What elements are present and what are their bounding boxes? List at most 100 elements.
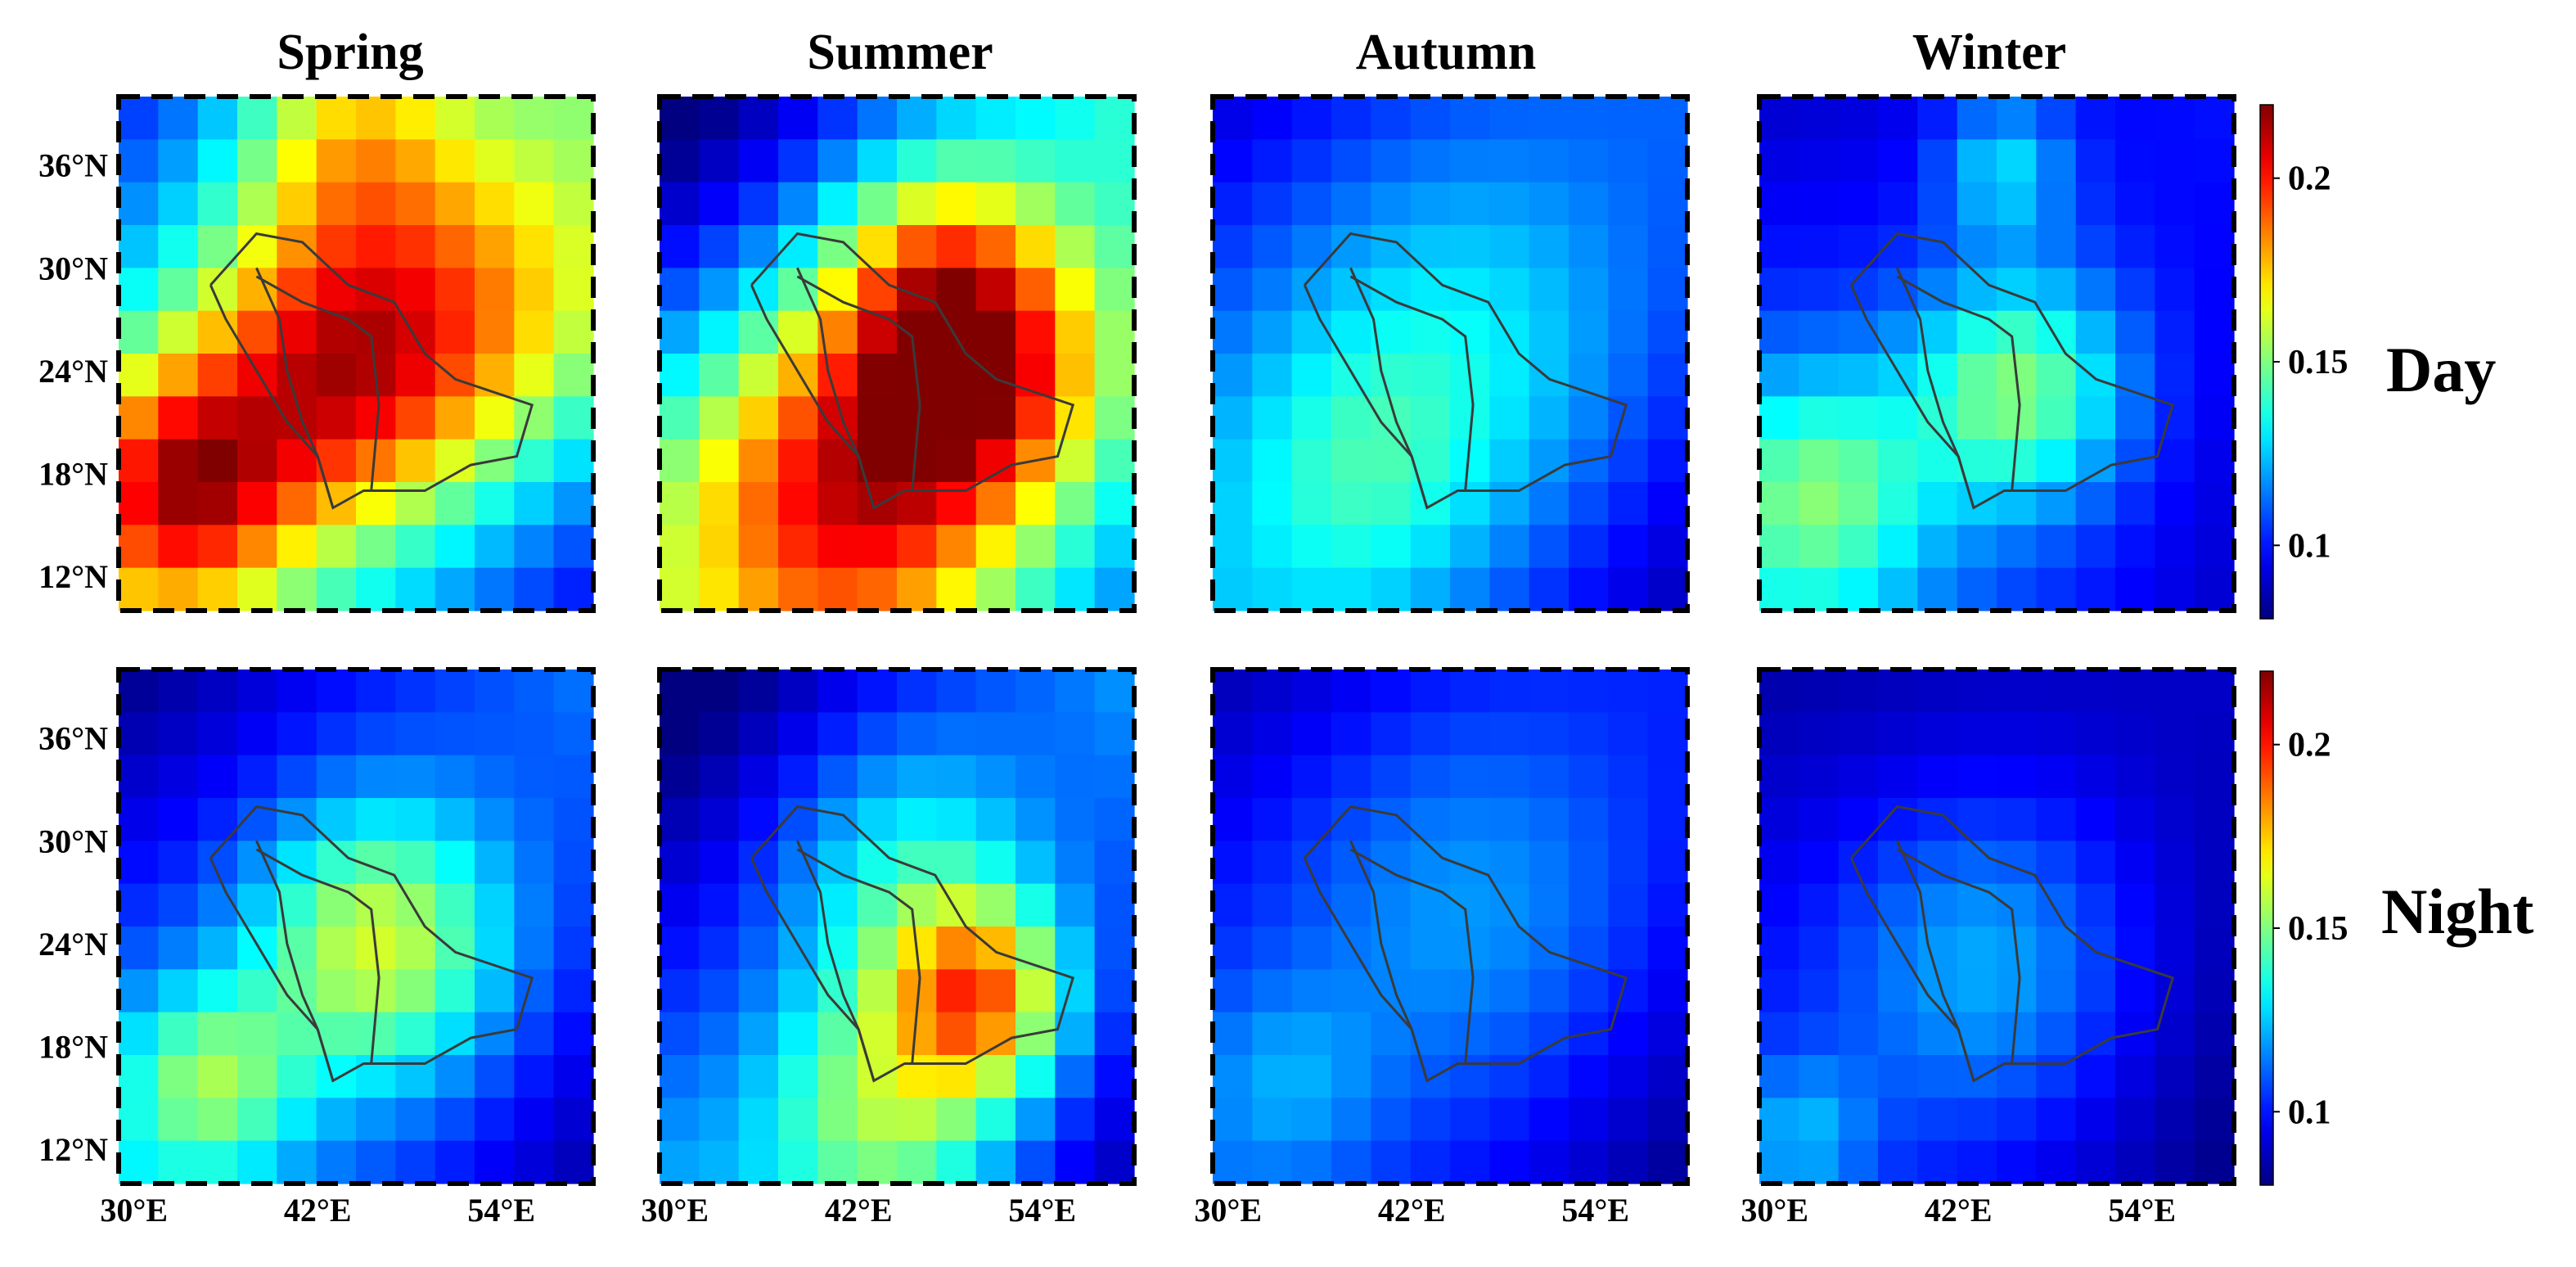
heatmap-cell <box>2075 354 2116 397</box>
heatmap-cell <box>237 969 277 1013</box>
heatmap-cell <box>395 755 436 799</box>
heatmap-cell <box>553 1140 594 1184</box>
heatmap-cell <box>1213 97 1253 140</box>
heatmap-cell <box>1957 755 1997 799</box>
heatmap-cell <box>1094 396 1135 440</box>
panel-frame <box>1210 667 1690 1186</box>
heatmap-cell <box>316 525 357 569</box>
heatmap-cell <box>975 310 1016 354</box>
heatmap-cell <box>475 225 515 268</box>
heatmap-cell <box>158 670 199 713</box>
heatmap-cell <box>1489 670 1530 713</box>
heatmap-cell <box>475 969 515 1013</box>
heatmap-cell <box>2036 1140 2077 1184</box>
heatmap-cell <box>1608 755 1649 799</box>
heatmap-cell <box>738 396 779 440</box>
heatmap-cell <box>1094 525 1135 569</box>
heatmap-cell <box>2155 97 2195 140</box>
heatmap-cell <box>1016 755 1056 799</box>
heatmap-cell <box>119 712 159 756</box>
heatmap-cell <box>435 969 475 1013</box>
heatmap-cell <box>1213 1055 1253 1098</box>
heatmap-cell <box>1371 439 1412 483</box>
heatmap-cell <box>2075 268 2116 312</box>
heatmap-cell <box>1647 1098 1688 1142</box>
heatmap-cell <box>514 225 555 268</box>
heatmap-cell <box>2075 310 2116 354</box>
heatmap-cell <box>2155 969 2195 1013</box>
heatmap-cell <box>1917 182 1958 226</box>
heatmap-cell <box>2075 969 2116 1013</box>
heatmap-cell <box>1759 182 1799 226</box>
heatmap-cell <box>1331 396 1371 440</box>
heatmap-cell <box>857 310 898 354</box>
heatmap-cell <box>197 439 238 483</box>
heatmap-cell <box>1917 1098 1958 1142</box>
heatmap-cell <box>1957 482 1997 525</box>
heatmap-cell <box>435 139 475 183</box>
heatmap-cell <box>1647 97 1688 140</box>
heatmap-cell <box>2194 268 2235 312</box>
heatmap-cell <box>1759 712 1799 756</box>
heatmap-cell <box>975 927 1016 970</box>
heatmap-cell <box>1252 1012 1293 1056</box>
lon-tick-label: 42°E <box>284 1192 352 1229</box>
season-title-spring: Spring <box>277 25 423 80</box>
row-labels: Day Night <box>2381 334 2533 947</box>
region-division-line <box>255 848 381 1064</box>
region-outline <box>1303 805 1628 1083</box>
heatmap-cell <box>1838 396 1879 440</box>
heatmap-cell <box>197 670 238 713</box>
heatmap-cell <box>1252 1140 1293 1184</box>
heatmap-cell <box>1016 268 1056 312</box>
heatmap-cell <box>119 482 159 525</box>
season-titles: Spring Summer Autumn Winter <box>277 25 2066 80</box>
heatmap-cell <box>738 927 779 970</box>
heatmap-cell <box>1371 139 1412 183</box>
heatmap-cell <box>395 1012 436 1056</box>
heatmap-cell <box>1213 755 1253 799</box>
heatmap-cell <box>197 310 238 354</box>
heatmap-cell <box>1569 883 1609 927</box>
heatmap-cell <box>1055 969 1096 1013</box>
heatmap-cell <box>119 439 159 483</box>
heatmap-cell <box>1647 841 1688 885</box>
heatmap-cell <box>2036 139 2077 183</box>
heatmap-cell <box>778 969 818 1013</box>
heatmap-cell <box>897 1055 937 1098</box>
heatmap-cell <box>1213 798 1253 841</box>
heatmap-cell <box>395 798 436 841</box>
heatmap-cell <box>660 139 700 183</box>
heatmap-cell <box>1489 139 1530 183</box>
heatmap-cell <box>1410 712 1451 756</box>
panel-winter-night <box>1757 667 2236 1186</box>
heatmap-cell <box>1647 354 1688 397</box>
heatmap-cell <box>2115 883 2155 927</box>
heatmap-cell <box>475 268 515 312</box>
lon-tick-label: 30°E <box>1741 1192 1808 1229</box>
heatmap-cell <box>1213 482 1253 525</box>
heatmap-cell <box>553 396 594 440</box>
heatmap-cell <box>857 883 898 927</box>
heatmap-cell <box>1055 482 1096 525</box>
heatmap-cell <box>699 1098 740 1142</box>
heatmap-cell <box>1647 139 1688 183</box>
heatmap-cell <box>2155 670 2195 713</box>
region-division-line <box>796 848 921 1064</box>
heatmap-cell <box>277 927 317 970</box>
heatmap-cell <box>2075 755 2116 799</box>
heatmap-cell <box>1608 182 1649 226</box>
heatmap-cell <box>1608 670 1649 713</box>
heatmap-cell <box>475 97 515 140</box>
heatmap-cell <box>514 482 555 525</box>
heatmap-cell <box>1878 139 1918 183</box>
heatmap-cell <box>936 1012 977 1056</box>
heatmap-cell <box>1838 310 1879 354</box>
heatmap-cell <box>237 182 277 226</box>
heatmap-cell <box>1647 182 1688 226</box>
heatmap-cell <box>975 1055 1016 1098</box>
heatmap-cell <box>1094 883 1135 927</box>
heatmap-cell <box>1055 1140 1096 1184</box>
heatmap-cell <box>119 525 159 569</box>
heatmap-cell <box>356 1055 396 1098</box>
